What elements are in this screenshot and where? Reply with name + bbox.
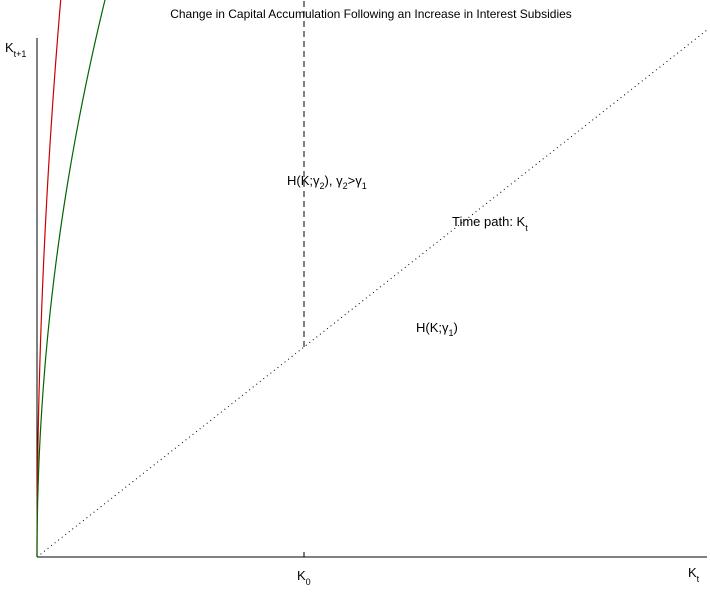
figure-title: Change in Capital Accumulation Following… — [170, 7, 572, 21]
x-axis-label: Kt — [688, 565, 700, 584]
x-tick-label-k0: K0 — [297, 568, 311, 587]
time-path-label: Time path: Kt — [452, 214, 528, 233]
curve-label-gamma2: H(K;γ2), γ2>γ1 — [287, 173, 367, 191]
curve-label-gamma1: H(K;γ1) — [416, 320, 458, 338]
y-axis-label: Kt+1 — [5, 40, 26, 59]
curve-h-gamma2 — [36, 0, 62, 557]
time-path-staircase — [303, 0, 305, 347]
curve-h-gamma1 — [36, 0, 106, 557]
diagonal-45-line — [36, 29, 708, 558]
